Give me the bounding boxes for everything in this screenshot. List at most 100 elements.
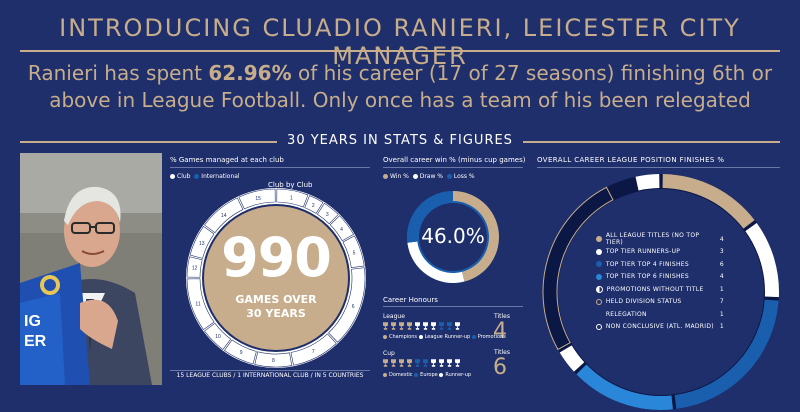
section-title-text: 30 YEARS IN STATS & FIGURES bbox=[277, 133, 523, 148]
games-panel-rule bbox=[170, 167, 370, 168]
positions-panel-label: OVERALL CAREER LEAGUE POSITION FINISHES … bbox=[537, 156, 725, 164]
legend-promotions-dot bbox=[471, 334, 476, 339]
legend-club-dot bbox=[170, 174, 175, 179]
trophy-icon bbox=[431, 359, 436, 367]
positions-legend-row: ALL LEAGUE TITLES (NO TOP TIER) 4 bbox=[596, 232, 724, 247]
winrate-donut bbox=[407, 191, 500, 283]
positions-legend-count: 1 bbox=[719, 310, 724, 318]
legend-win-dot bbox=[383, 174, 388, 179]
positions-legend-dot bbox=[596, 273, 602, 280]
headline-bold: 62.96% bbox=[208, 61, 292, 85]
legend-international-dot bbox=[194, 174, 200, 179]
positions-segment-4 bbox=[576, 364, 673, 410]
legend-win: Win % bbox=[390, 173, 409, 180]
cup-honours-legend: Domestic Europe Runner-up bbox=[383, 372, 471, 378]
legend-runnerup-dot bbox=[418, 334, 423, 339]
games-segment-label-2: 2 bbox=[312, 203, 315, 209]
positions-panel-rule bbox=[537, 167, 780, 168]
section-title: 30 YEARS IN STATS & FIGURES bbox=[0, 133, 800, 148]
games-segment-11 bbox=[186, 278, 215, 331]
games-segment-label-7: 7 bbox=[312, 349, 315, 355]
positions-legend: ALL LEAGUE TITLES (NO TOP TIER) 4 TOP TIER… bbox=[596, 232, 724, 333]
win-donut-hole bbox=[419, 203, 487, 271]
honours-league-titles: 4 bbox=[493, 319, 507, 344]
games-segment-label-9: 9 bbox=[240, 350, 243, 356]
positions-ring-hole bbox=[558, 189, 764, 395]
league-honours-legend: Champions League Runner-up Promotions bbox=[383, 334, 506, 340]
winrate-value: 46.0% bbox=[421, 224, 485, 248]
winrate-panel-rule bbox=[383, 167, 523, 168]
games-caption-1: GAMES OVER bbox=[235, 293, 317, 306]
trophy-icon bbox=[415, 322, 420, 330]
trophy-icon bbox=[407, 359, 412, 367]
positions-legend-row: TOP TIER RUNNERS-UP 3 bbox=[596, 246, 724, 259]
positions-legend-row: HELD DIVISION STATUS 7 bbox=[596, 296, 724, 309]
games-segment-5 bbox=[342, 235, 365, 269]
games-segment-label-3: 3 bbox=[326, 212, 329, 218]
positions-legend-count: 3 bbox=[719, 248, 724, 256]
manager-portrait bbox=[20, 153, 162, 385]
legend-league-runnerup: League Runner-up bbox=[424, 334, 471, 340]
manager-photo: IG ER bbox=[20, 153, 162, 385]
positions-segment-1 bbox=[662, 174, 755, 229]
positions-legend-row: RELEGATION 1 bbox=[596, 308, 724, 321]
games-caption-2: 30 YEARS bbox=[246, 307, 306, 320]
games-panel-label: % Games managed at each club bbox=[170, 156, 284, 164]
games-segment-14 bbox=[204, 197, 244, 234]
games-segment-4 bbox=[329, 215, 354, 242]
legend-draw: Draw % bbox=[419, 173, 443, 180]
positions-legend-dot bbox=[596, 248, 602, 255]
win-slice-1 bbox=[453, 191, 500, 282]
positions-legend-row: TOP TIER TOP 4 FINISHES 6 bbox=[596, 258, 724, 271]
shirt-text-2: ER bbox=[24, 333, 47, 350]
legend-europe: Europe bbox=[420, 372, 438, 378]
legend-domestic: Domestic bbox=[389, 372, 413, 378]
positions-segment-8 bbox=[635, 174, 660, 191]
trophy-icon bbox=[407, 322, 412, 330]
positions-legend-count: 1 bbox=[719, 285, 724, 293]
positions-legend-label: NON CONCLUSIVE (ATL. MADRID) bbox=[605, 323, 714, 331]
games-segment-label-12: 12 bbox=[192, 266, 198, 272]
positions-legend-label: ALL LEAGUE TITLES (NO TOP TIER) bbox=[605, 232, 700, 247]
positions-legend-label: TOP TIER TOP 6 FINISHES bbox=[605, 273, 689, 281]
honours-league-titles-label: Titles bbox=[494, 313, 510, 320]
legend-cup-runnerup-dot bbox=[439, 372, 444, 377]
trophy-icon bbox=[439, 322, 444, 330]
games-segment-label-13: 13 bbox=[199, 241, 205, 247]
positions-segment-2 bbox=[745, 222, 779, 298]
win-slice-3 bbox=[407, 191, 453, 243]
trophy-icon bbox=[423, 322, 428, 330]
club-by-club-label: Club by Club bbox=[268, 181, 313, 189]
honours-league-label: League bbox=[383, 313, 405, 320]
page-title: INTRODUCING CLUADIO RANIERI, LEICESTER C… bbox=[59, 14, 741, 70]
trophy-icon bbox=[423, 359, 428, 367]
positions-segment-5 bbox=[559, 345, 585, 372]
legend-domestic-dot bbox=[383, 372, 387, 377]
legend-draw-dot bbox=[412, 174, 418, 179]
legend-loss-dot bbox=[446, 174, 452, 179]
section-rule-right bbox=[508, 141, 780, 143]
trophy-icon bbox=[415, 359, 420, 367]
trophy-icon bbox=[383, 359, 388, 367]
positions-legend-label: TOP TIER TOP 4 FINISHES bbox=[605, 260, 689, 268]
positions-legend-dot bbox=[596, 298, 602, 305]
games-segment-label-8: 8 bbox=[272, 358, 275, 364]
games-segment-label-1: 1 bbox=[290, 195, 293, 201]
trophy-icon bbox=[383, 322, 388, 330]
trophy-icon bbox=[391, 359, 396, 367]
games-segment-label-10: 10 bbox=[215, 334, 221, 340]
positions-legend-dot bbox=[596, 323, 602, 330]
legend-champions: Champions bbox=[389, 334, 417, 340]
positions-legend-label: TOP TIER RUNNERS-UP bbox=[605, 248, 681, 256]
trophy-icon bbox=[439, 359, 444, 367]
headline-pre: Ranieri has spent bbox=[27, 61, 209, 85]
positions-legend-count: 1 bbox=[719, 323, 724, 331]
positions-legend-row: TOP TIER TOP 6 FINISHES 4 bbox=[596, 271, 724, 284]
games-legend: Club International bbox=[170, 173, 240, 180]
positions-segment-3 bbox=[674, 299, 779, 409]
positions-legend-count: 7 bbox=[719, 298, 724, 306]
headline-post: of his career (17 of 27 seasons) finishi… bbox=[49, 61, 773, 112]
games-segment-label-6: 6 bbox=[352, 304, 355, 310]
trophy-icon bbox=[455, 322, 460, 330]
